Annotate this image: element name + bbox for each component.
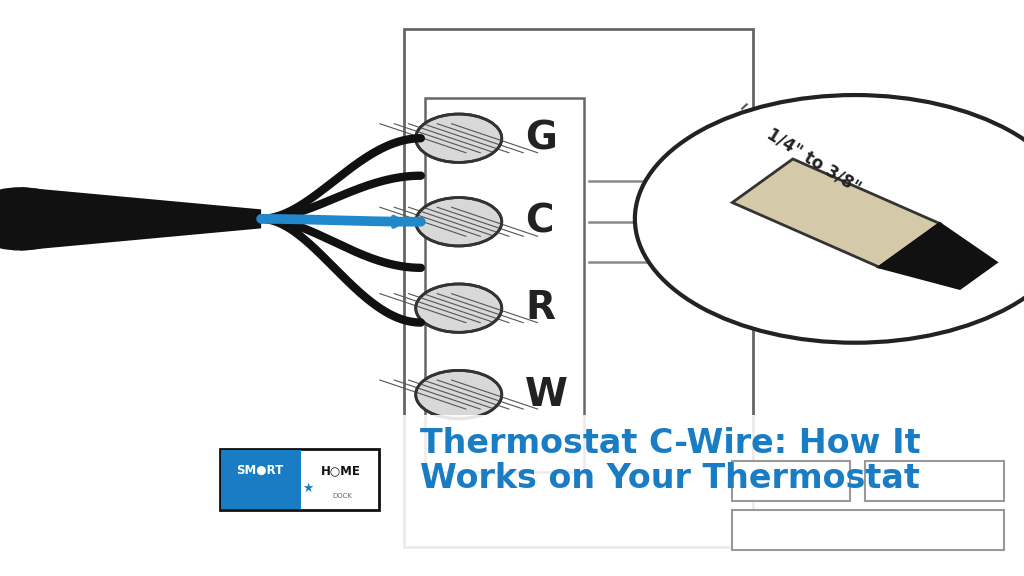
Text: W: W [525,376,568,414]
Text: Thermostat C-Wire: How It: Thermostat C-Wire: How It [420,427,921,460]
Text: G: G [525,119,557,157]
Text: H○ME: H○ME [321,464,360,477]
Circle shape [635,95,1024,343]
Bar [732,510,1004,550]
Bar [195,415,1024,576]
Circle shape [416,370,502,419]
Circle shape [416,114,502,162]
Text: C: C [525,203,554,241]
Bar [404,29,753,547]
Text: R: R [525,289,555,327]
Polygon shape [880,223,996,289]
Circle shape [416,284,502,332]
Circle shape [0,187,77,251]
Bar [221,450,301,509]
Bar [732,461,850,501]
Text: SM●RT: SM●RT [237,464,284,477]
Bar [220,449,379,510]
Text: 1/4" to 3/8": 1/4" to 3/8" [764,126,864,197]
Text: DOCK: DOCK [333,494,352,499]
Bar [425,98,584,472]
Polygon shape [732,159,940,267]
Text: ★: ★ [302,482,313,495]
Bar [865,461,1004,501]
Text: Works on Your Thermostat: Works on Your Thermostat [420,461,920,495]
Circle shape [416,198,502,246]
Polygon shape [20,187,261,251]
